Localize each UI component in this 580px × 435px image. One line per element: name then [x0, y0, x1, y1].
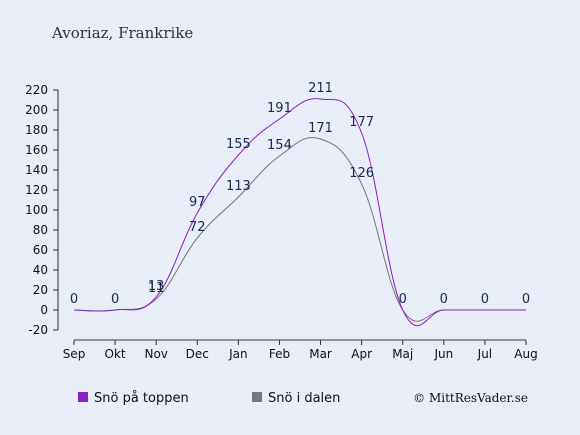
x-tick-label: Mar — [309, 347, 332, 361]
legend-swatch-valley — [252, 392, 262, 402]
y-tick-label: 160 — [25, 143, 48, 157]
x-tick-label: Nov — [144, 347, 167, 361]
data-label-top: 97 — [189, 195, 206, 210]
series-line-top — [73, 98, 526, 327]
y-tick-label: 220 — [25, 83, 48, 97]
y-tick-label: 40 — [33, 263, 48, 277]
data-label-top: 191 — [267, 101, 292, 116]
y-tick-label: 80 — [33, 223, 48, 237]
data-label-top: 0 — [440, 292, 448, 307]
data-label-valley: 171 — [308, 121, 333, 136]
x-tick-label: Jun — [433, 347, 453, 361]
data-label-valley: 154 — [267, 138, 292, 153]
data-label-top: 0 — [111, 292, 119, 307]
legend: Snö på toppen Snö i dalen — [78, 391, 340, 406]
y-tick-label: 180 — [25, 123, 48, 137]
x-axis: Sep Okt Nov Dec Jan Feb Mar Apr Maj Jun Jul Aug — [63, 339, 538, 361]
series-line-valley — [73, 137, 526, 322]
chart-title: Avoriaz, Frankrike — [51, 24, 193, 42]
x-tick-label: Jan — [228, 347, 248, 361]
data-label-top: 0 — [70, 292, 78, 307]
credit-text: © MittResVader.se — [413, 391, 528, 405]
data-label-valley: 126 — [349, 166, 374, 181]
data-label-top: 211 — [308, 81, 333, 96]
legend-label-top: Snö på toppen — [94, 391, 189, 406]
legend-label-valley: Snö i dalen — [268, 391, 340, 406]
x-tick-label: Dec — [186, 347, 209, 361]
x-tick-label: Okt — [105, 347, 126, 361]
data-label-top: 177 — [349, 115, 374, 130]
y-tick-label: 120 — [25, 183, 48, 197]
data-label-valley: 11 — [148, 281, 165, 296]
data-label-top: 13 — [148, 279, 165, 294]
data-label-top: 0 — [399, 292, 407, 307]
legend-swatch-top — [78, 392, 88, 402]
series-area — [73, 98, 526, 327]
y-tick-label: 0 — [40, 303, 48, 317]
data-label-valley: 72 — [189, 220, 206, 235]
y-tick-label: 100 — [25, 203, 48, 217]
data-label-top: 155 — [226, 137, 251, 152]
y-tick-label: 60 — [33, 243, 48, 257]
x-tick-label: Jul — [477, 347, 492, 361]
x-tick-label: Maj — [392, 347, 413, 361]
x-tick-label: Aug — [514, 347, 537, 361]
y-tick-label: 20 — [33, 283, 48, 297]
x-tick-label: Feb — [269, 347, 290, 361]
y-tick-label: -20 — [28, 323, 48, 337]
x-tick-label: Sep — [63, 347, 86, 361]
data-labels: 0 0 13 97 155 191 211 177 0 0 0 0 11 72 113 154 171 126 — [70, 81, 530, 307]
y-tick-label: 200 — [25, 103, 48, 117]
x-tick-label: Apr — [351, 347, 372, 361]
data-label-top: 0 — [481, 292, 489, 307]
y-tick-label: 140 — [25, 163, 48, 177]
data-label-valley: 113 — [226, 179, 251, 194]
data-label-top: 0 — [522, 292, 530, 307]
